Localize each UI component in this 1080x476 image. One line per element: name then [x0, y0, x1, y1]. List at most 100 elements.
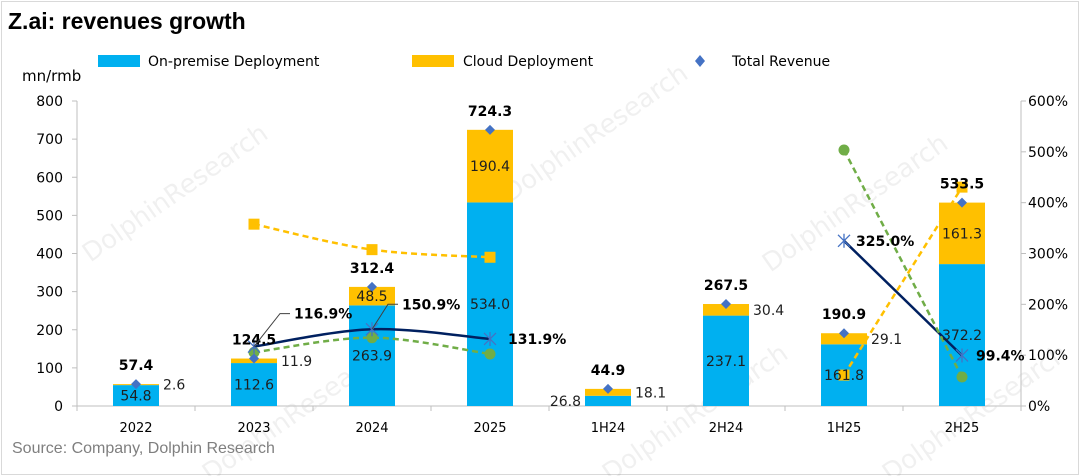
cloud-growth-point [248, 218, 260, 230]
bar-onprem [113, 385, 159, 406]
total-growth-line [843, 239, 963, 357]
total-growth-label: 99.4% [976, 348, 1025, 364]
y2-tick-label: 0% [1028, 399, 1050, 415]
legend-swatch-cloud [412, 55, 454, 67]
cloud-value-label: 11.9 [281, 354, 312, 370]
y-tick-label: 700 [36, 132, 63, 148]
bar-onprem [467, 202, 513, 406]
x-tick-label: 2H25 [945, 421, 980, 436]
bar-onprem [703, 315, 749, 406]
chart-title: Z.ai: revenues growth [8, 8, 246, 34]
cloud-value-label: 190.4 [470, 159, 510, 175]
y-tick-label: 800 [36, 94, 63, 110]
bar-onprem [585, 395, 631, 406]
total-revenue-label: 44.9 [591, 363, 626, 379]
legend-marker-total [695, 55, 705, 67]
x-tick-label: 1H24 [591, 421, 626, 436]
onprem-value-label: 263.9 [352, 349, 392, 365]
y2-tick-label: 600% [1028, 94, 1068, 110]
onprem-value-label: 26.8 [550, 394, 581, 410]
leader-line [371, 303, 398, 330]
onprem-growth-point [956, 371, 968, 383]
y-tick-label: 500 [36, 208, 63, 224]
cloud-value-label: 29.1 [871, 332, 902, 348]
total-growth-point [247, 339, 261, 354]
cloud-value-label: 161.3 [942, 226, 982, 242]
legend-label-total: Total Revenue [731, 54, 830, 70]
total-growth-point [365, 322, 379, 337]
legend-label-onprem: On-premise Deployment [148, 54, 320, 70]
leader-line [253, 313, 290, 347]
y-tick-label: 0 [54, 399, 63, 415]
onprem-growth-line [842, 149, 964, 378]
watermark: DolphinResearch [597, 338, 794, 476]
legend-swatch-onprem [98, 55, 140, 67]
bar-onprem [349, 305, 395, 406]
onprem-value-label: 54.8 [120, 389, 151, 405]
total-revenue-label: 124.5 [232, 333, 276, 349]
total-revenue-point [131, 379, 141, 390]
onprem-growth-point [838, 144, 850, 156]
total-revenue-point [839, 328, 849, 339]
total-growth-label: 116.9% [294, 307, 352, 323]
cloud-growth-point [956, 181, 968, 193]
total-growth-label: 150.9% [402, 297, 460, 313]
total-growth-label: 131.9% [508, 332, 566, 348]
y2-tick-label: 400% [1028, 196, 1068, 212]
onprem-value-label: 161.8 [824, 368, 864, 384]
total-revenue-label: 724.3 [468, 104, 512, 120]
y-axis-label: mn/rmb [22, 67, 81, 85]
total-revenue-point [957, 197, 967, 208]
total-growth-point [837, 233, 851, 248]
cloud-value-label: 2.6 [163, 378, 185, 394]
total-growth-point [955, 348, 969, 363]
total-growth-label: 325.0% [856, 234, 914, 250]
cloud-value-label: 48.5 [356, 289, 387, 305]
x-tick-label: 2025 [473, 421, 506, 436]
y2-tick-label: 100% [1028, 348, 1068, 364]
legend-label-cloud: Cloud Deployment [463, 54, 594, 70]
bar-cloud [467, 129, 513, 203]
onprem-value-label: 112.6 [234, 378, 274, 394]
total-revenue-label: 190.9 [822, 307, 866, 323]
bar-onprem [231, 363, 277, 406]
bar-cloud [703, 304, 749, 316]
cloud-growth-line [842, 186, 964, 376]
total-revenue-point [603, 383, 613, 394]
cloud-growth-point [366, 244, 378, 256]
onprem-value-label: 372.2 [942, 328, 982, 344]
y2-tick-label: 200% [1028, 297, 1068, 313]
x-tick-label: 2022 [119, 421, 152, 436]
onprem-growth-point [484, 348, 496, 360]
cloud-value-label: 18.1 [635, 385, 666, 401]
total-revenue-point [367, 281, 377, 292]
y-tick-label: 300 [36, 285, 63, 301]
x-tick-label: 2023 [237, 421, 270, 436]
watermark: DolphinResearch [77, 118, 274, 268]
x-tick-label: 2024 [355, 421, 388, 436]
y-tick-label: 100 [36, 361, 63, 377]
onprem-value-label: 237.1 [706, 354, 746, 370]
y-tick-label: 600 [36, 170, 63, 186]
watermark: DolphinResearch [497, 58, 694, 208]
watermark: DolphinResearch [757, 128, 954, 278]
onprem-value-label: 534.0 [470, 297, 510, 313]
y-tick-label: 200 [36, 323, 63, 339]
y2-tick-label: 300% [1028, 247, 1068, 263]
total-revenue-label: 267.5 [704, 278, 748, 294]
total-revenue-label: 533.5 [940, 177, 984, 193]
y2-tick-label: 500% [1028, 145, 1068, 161]
total-revenue-point [485, 124, 495, 135]
onprem-growth-line [253, 336, 491, 356]
cloud-growth-point [484, 251, 496, 263]
total-revenue-point [721, 299, 731, 310]
y-tick-label: 400 [36, 247, 63, 263]
total-revenue-label: 57.4 [119, 358, 154, 374]
cloud-value-label: 30.4 [753, 303, 784, 319]
bar-cloud [349, 286, 395, 306]
bar-cloud [821, 333, 867, 345]
onprem-growth-point [366, 332, 378, 344]
total-revenue-point [249, 353, 259, 364]
